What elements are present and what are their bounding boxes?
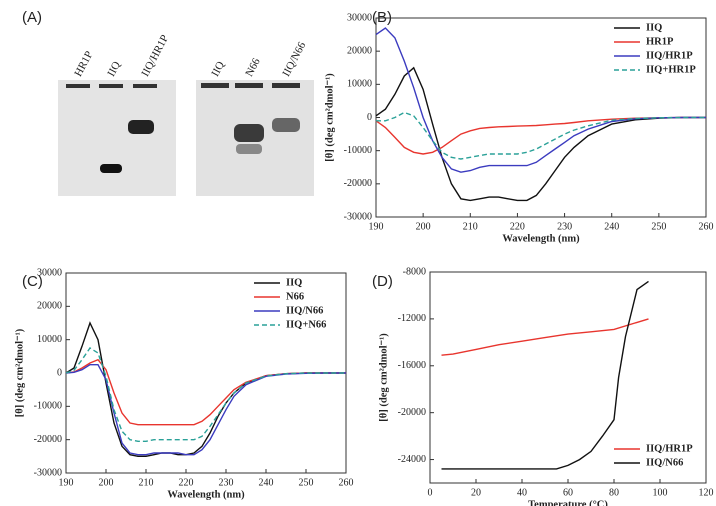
lane-label: IIQ [105, 59, 123, 78]
legend-label: IIQ+N66 [286, 319, 326, 330]
data-line [375, 27, 706, 173]
data-line [441, 280, 649, 470]
x-tick-label: 210 [139, 477, 154, 488]
x-tick-label: 60 [563, 487, 573, 498]
y-tick-label: 10000 [347, 79, 372, 90]
gel-image [58, 80, 176, 196]
y-tick-label: 20000 [347, 45, 372, 56]
x-tick-label: 0 [428, 487, 433, 498]
y-tick-label: -30000 [34, 467, 62, 478]
x-tick-label: 190 [369, 221, 384, 232]
x-tick-label: 210 [463, 221, 478, 232]
legend-label: IIQ [646, 22, 662, 33]
y-tick-label: 0 [57, 367, 62, 378]
lane-label: HR1P [72, 49, 95, 78]
x-tick-label: 220 [179, 477, 194, 488]
x-tick-label: 100 [653, 487, 668, 498]
panel-label: (A) [22, 9, 42, 26]
x-tick-label: 240 [604, 221, 619, 232]
y-tick-label: -8000 [403, 266, 426, 277]
gel-bands [66, 83, 300, 173]
legend-label: IIQ/HR1P [646, 50, 693, 61]
data-line [376, 111, 706, 160]
y-tick-label: -16000 [398, 360, 426, 371]
lane-label: IIQ/HR1P [139, 33, 171, 79]
y-axis-label: [θ] (deg cm²dmol⁻¹) [14, 328, 25, 417]
x-tick-label: 200 [99, 477, 114, 488]
x-tick-label: 260 [339, 477, 354, 488]
legend-label: IIQ/HR1P [646, 443, 693, 454]
y-tick-label: -20000 [34, 434, 62, 445]
data-line [375, 66, 706, 202]
y-tick-label: -30000 [344, 211, 372, 222]
y-tick-label: -12000 [398, 313, 426, 324]
x-tick-label: 40 [517, 487, 527, 498]
x-tick-label: 250 [651, 221, 666, 232]
y-tick-label: -20000 [344, 178, 372, 189]
legend-label: HR1P [646, 36, 674, 47]
x-tick-label: 20 [471, 487, 481, 498]
y-tick-label: -10000 [344, 145, 372, 156]
y-tick-label: -10000 [34, 401, 62, 412]
y-tick-label: 30000 [347, 12, 372, 23]
x-tick-label: 200 [416, 221, 431, 232]
legend-label: IIQ [286, 277, 302, 288]
data-line [65, 364, 346, 456]
data-line [375, 116, 706, 155]
y-axis-label: [θ] (deg cm²dmol⁻¹) [378, 333, 389, 422]
x-tick-label: 230 [219, 477, 234, 488]
x-tick-label: 220 [510, 221, 525, 232]
y-tick-label: 0 [367, 112, 372, 123]
x-axis-label: Wavelength (nm) [502, 233, 580, 244]
y-axis-label: [θ] (deg cm²dmol⁻¹) [324, 73, 335, 162]
panel-label: (B) [372, 9, 392, 26]
y-tick-label: -24000 [398, 454, 426, 465]
panel-label: (D) [372, 273, 393, 290]
legend-label: N66 [286, 291, 304, 302]
lane-label: N66 [243, 56, 263, 79]
data-line [441, 318, 649, 356]
legend-label: IIQ+HR1P [646, 64, 696, 75]
x-tick-label: 190 [59, 477, 74, 488]
x-tick-label: 80 [609, 487, 619, 498]
x-tick-label: 230 [557, 221, 572, 232]
y-tick-label: 20000 [37, 301, 62, 312]
x-tick-label: 120 [699, 487, 714, 498]
panel-label: (C) [22, 273, 43, 290]
y-tick-label: 10000 [37, 334, 62, 345]
x-tick-label: 260 [699, 221, 714, 232]
x-axis-label: Wavelength (nm) [167, 489, 245, 500]
legend-label: IIQ/N66 [286, 305, 323, 316]
data-line [65, 347, 346, 442]
x-axis-label: Temperature (°C) [528, 499, 608, 506]
y-tick-label: 30000 [37, 267, 62, 278]
x-tick-label: 240 [259, 477, 274, 488]
lane-label: IIQ/N66 [280, 40, 308, 79]
lane-label: IIQ [209, 59, 227, 78]
y-tick-label: -20000 [398, 407, 426, 418]
legend-label: IIQ/N66 [646, 457, 683, 468]
x-tick-label: 250 [299, 477, 314, 488]
